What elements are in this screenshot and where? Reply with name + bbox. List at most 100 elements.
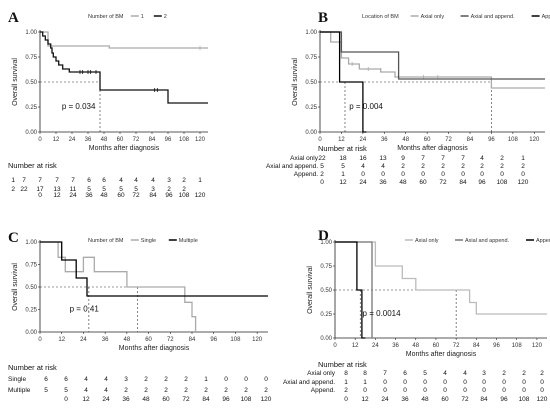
- risk-value: 7: [55, 177, 59, 184]
- risk-value: 2: [441, 163, 445, 170]
- risk-value: 3: [167, 177, 171, 184]
- risk-value: 7: [383, 370, 387, 377]
- risk-value: 3: [124, 376, 128, 383]
- panel-label: A: [8, 10, 19, 26]
- risk-table-title: Number at risk: [8, 161, 57, 170]
- risk-value: 18: [339, 155, 347, 162]
- x-tick-label: 0: [38, 137, 42, 143]
- x-tick-label: 12: [58, 337, 65, 343]
- risk-value: 2: [540, 370, 544, 377]
- risk-axis-label: 0: [320, 179, 324, 186]
- risk-value: 0: [421, 171, 425, 178]
- risk-value: 5: [134, 186, 138, 193]
- risk-value: 0: [502, 379, 506, 386]
- risk-value: 4: [443, 370, 447, 377]
- survival-curve: [40, 31, 208, 104]
- risk-value: 13: [379, 155, 387, 162]
- risk-value: 2: [164, 376, 168, 383]
- x-tick-label: 60: [424, 137, 431, 143]
- risk-value: 0: [443, 379, 447, 386]
- risk-axis-label: 72: [461, 396, 469, 403]
- legend-title: Number of BM: [88, 238, 124, 244]
- legend-title: Number of BM: [88, 14, 124, 20]
- risk-value: 5: [44, 387, 48, 394]
- risk-value: 5: [423, 370, 427, 377]
- risk-value: 2: [480, 163, 484, 170]
- risk-axis-label: 108: [241, 396, 252, 403]
- risk-value: 4: [134, 177, 138, 184]
- panel-label: B: [318, 10, 328, 26]
- risk-axis-label: 36: [85, 192, 93, 199]
- p-value: p = 0.004: [349, 102, 383, 111]
- risk-value: 7: [38, 177, 42, 184]
- risk-value: 5: [102, 186, 106, 193]
- risk-value: 17: [36, 186, 44, 193]
- risk-value: 7: [421, 155, 425, 162]
- risk-value: 2: [182, 186, 186, 193]
- risk-value: 0: [383, 379, 387, 386]
- risk-value: 2: [124, 387, 128, 394]
- risk-value: 5: [320, 163, 324, 170]
- risk-value: 6: [87, 177, 91, 184]
- risk-value: 2: [502, 370, 506, 377]
- x-tick-label: 120: [195, 137, 206, 143]
- risk-axis-label: 96: [222, 396, 230, 403]
- risk-value: 4: [361, 163, 365, 170]
- risk-row-label: Axial and append.: [283, 379, 335, 386]
- risk-value: 0: [463, 387, 467, 394]
- risk-value: 0: [500, 171, 504, 178]
- risk-value: 2: [522, 370, 526, 377]
- risk-value: 0: [502, 387, 506, 394]
- risk-value: 22: [20, 186, 28, 193]
- risk-row-label: Axial and append.: [266, 163, 318, 170]
- risk-value: 6: [102, 177, 106, 184]
- risk-value: 6: [44, 376, 48, 383]
- legend-title: Location of BM: [362, 14, 399, 20]
- risk-value: 0: [522, 387, 526, 394]
- risk-value: 0: [363, 387, 367, 394]
- risk-value: 8: [344, 370, 348, 377]
- x-tick-label: 72: [453, 343, 460, 349]
- risk-axis-label: 12: [339, 179, 347, 186]
- risk-value: 1: [521, 155, 525, 162]
- risk-axis-label: 120: [518, 179, 529, 186]
- x-tick-label: 0: [318, 137, 322, 143]
- risk-axis-label: 120: [537, 396, 548, 403]
- x-tick-label: 12: [352, 343, 359, 349]
- y-tick-label: 0.00: [25, 330, 37, 336]
- legend-entry: Multiple: [179, 238, 198, 244]
- y-tick-label: 0.25: [305, 105, 317, 111]
- survival-curve: [40, 241, 268, 297]
- x-tick-label: 36: [85, 137, 92, 143]
- risk-axis-label: 24: [359, 179, 367, 186]
- risk-value: 4: [381, 163, 385, 170]
- x-tick-label: 48: [101, 137, 108, 143]
- risk-axis-label: 24: [69, 192, 77, 199]
- risk-value: 4: [151, 177, 155, 184]
- y-tick-label: 0.50: [25, 285, 37, 291]
- panel-label: C: [8, 230, 19, 246]
- y-tick-label: 0.50: [305, 80, 317, 86]
- risk-value: 2: [500, 163, 504, 170]
- y-tick-label: 0.25: [25, 308, 37, 314]
- y-tick-label: 0.75: [25, 55, 37, 61]
- risk-value: 0: [480, 171, 484, 178]
- panel-A: A Number of BM 1 20.000.250.500.751.000 12 24…: [8, 10, 208, 199]
- x-tick-label: 120: [529, 137, 540, 143]
- y-tick-label: 0.00: [25, 130, 37, 136]
- legend-entry: Append.: [536, 238, 550, 244]
- risk-value: 2: [344, 387, 348, 394]
- risk-value: 0: [423, 379, 427, 386]
- risk-value: 1: [204, 376, 208, 383]
- risk-value: 4: [104, 387, 108, 394]
- y-tick-label: 1.00: [305, 30, 317, 36]
- risk-value: 0: [383, 387, 387, 394]
- risk-value: 8: [363, 370, 367, 377]
- risk-axis-label: 108: [179, 192, 190, 199]
- risk-axis-label: 120: [195, 192, 206, 199]
- risk-value: 0: [403, 387, 407, 394]
- risk-value: 1: [344, 379, 348, 386]
- risk-value: 0: [381, 171, 385, 178]
- risk-value: 0: [540, 387, 544, 394]
- y-tick-label: 1.00: [25, 240, 37, 246]
